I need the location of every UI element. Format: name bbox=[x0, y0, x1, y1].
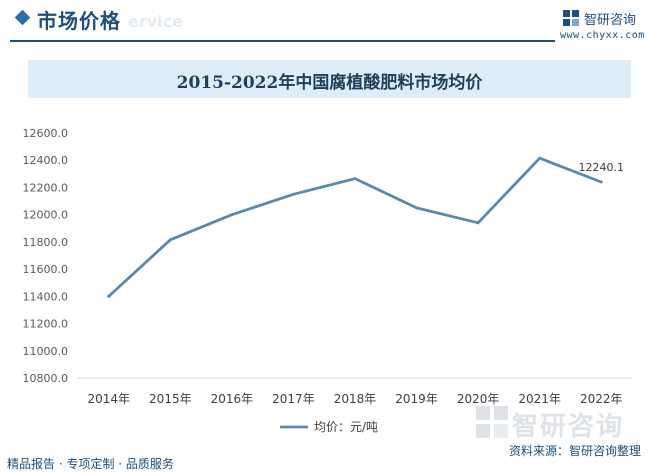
x-tick-label: 2017年 bbox=[272, 392, 315, 406]
x-tick-label: 2019年 bbox=[395, 392, 438, 406]
data-point bbox=[599, 180, 603, 184]
y-tick-label: 11000.0 bbox=[23, 345, 69, 358]
y-tick-label: 12600.0 bbox=[23, 127, 69, 140]
y-tick-label: 11200.0 bbox=[23, 318, 69, 331]
page-header: 市场价格 ervice bbox=[0, 0, 661, 44]
y-tick-label: 12400.0 bbox=[23, 154, 69, 167]
y-tick-label: 11400.0 bbox=[23, 290, 69, 303]
data-point bbox=[415, 206, 418, 210]
x-tick-label: 2020年 bbox=[457, 392, 500, 406]
x-tick-label: 2022年 bbox=[580, 392, 623, 406]
data-point bbox=[230, 213, 234, 217]
x-tick-label: 2021年 bbox=[518, 392, 561, 406]
data-point bbox=[353, 177, 357, 180]
brand-logo-icon bbox=[563, 10, 579, 26]
x-tick-label: 2014年 bbox=[88, 392, 131, 406]
data-point bbox=[107, 294, 111, 298]
data-point bbox=[538, 156, 542, 160]
data-point bbox=[292, 192, 295, 196]
y-tick-label: 12200.0 bbox=[23, 181, 69, 194]
brand-name: 智研咨询 bbox=[584, 13, 637, 28]
header-watermark: ervice bbox=[128, 12, 183, 31]
y-tick-label: 12000.0 bbox=[23, 209, 69, 222]
legend-label: 均价：元/吨 bbox=[314, 420, 378, 434]
data-label: 12240.1 bbox=[578, 161, 624, 174]
x-tick-label: 2018年 bbox=[334, 392, 377, 406]
y-tick-label: 10800.0 bbox=[23, 372, 69, 385]
section-title: 市场价格 bbox=[37, 9, 121, 33]
footer-watermark: 智研咨询 bbox=[512, 412, 625, 442]
chart-title-bar: 2015-2022年中国腐植酸肥料市场均价 bbox=[28, 60, 631, 98]
data-source: 资料来源：智研咨询整理 bbox=[509, 444, 642, 458]
y-tick-label: 11800.0 bbox=[23, 236, 69, 249]
data-point bbox=[168, 238, 172, 242]
data-point bbox=[476, 221, 480, 225]
x-tick-label: 2016年 bbox=[211, 392, 254, 406]
header-divider bbox=[10, 40, 555, 42]
brand-url: www.chyxx.com bbox=[560, 30, 645, 41]
chart-title: 2015-2022年中国腐植酸肥料市场均价 bbox=[176, 73, 483, 93]
x-tick-label: 2015年 bbox=[149, 392, 192, 406]
footer-tagline: 精品报告 · 专项定制 · 品质服务 bbox=[7, 457, 174, 471]
watermark-logo-icon bbox=[476, 406, 508, 438]
y-tick-label: 11600.0 bbox=[23, 263, 69, 276]
